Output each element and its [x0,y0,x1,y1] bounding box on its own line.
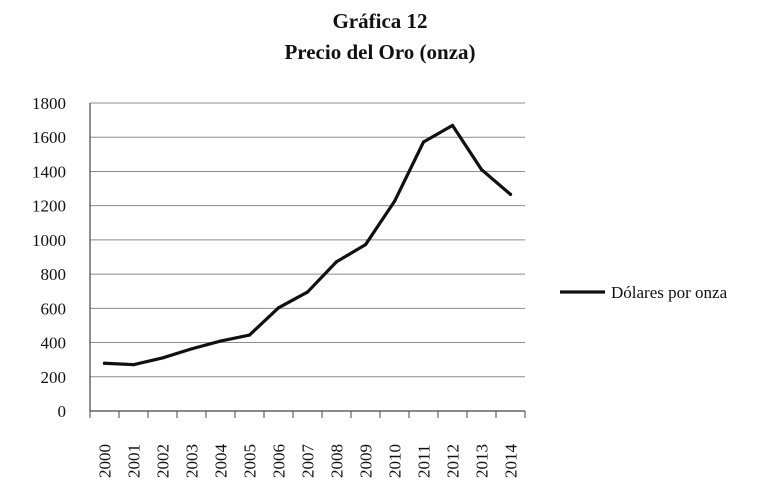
x-tick-label: 2003 [183,444,202,478]
x-tick-label: 2006 [270,444,289,478]
x-tick-label: 2010 [386,444,405,478]
data-point [334,260,339,264]
data-point [363,243,368,247]
x-tick-label: 2002 [154,444,173,478]
y-tick-label: 400 [41,334,67,353]
series-line [102,123,513,367]
data-point [102,361,107,365]
data-point [392,199,397,203]
data-point [276,306,281,310]
y-tick-label: 1400 [32,162,66,181]
y-tick-label: 1200 [32,197,66,216]
y-tick-label: 1800 [32,94,66,113]
x-tick-label: 2009 [357,444,376,478]
data-point [247,333,252,337]
x-tick-label: 2000 [96,444,115,478]
x-tick-label: 2005 [241,444,260,478]
chart-subtitle: Precio del Oro (onza) [284,40,476,64]
data-point [508,192,513,196]
y-tick-label: 800 [41,265,67,284]
data-point [189,347,194,351]
legend-label: Dólares por onza [611,283,728,302]
chart-title: Gráfica 12 [332,9,428,33]
x-tick-label: 2014 [502,444,521,479]
x-tick-label: 2001 [125,444,144,478]
x-tick-label: 2011 [415,445,434,478]
data-point [131,363,136,367]
y-tick-label: 1000 [32,231,66,250]
x-tick-label: 2013 [473,444,492,478]
data-point [160,356,165,360]
y-tick-label: 1600 [32,128,66,147]
x-tick-label: 2008 [328,444,347,478]
data-point [421,140,426,144]
x-tick-label: 2004 [212,444,231,479]
x-tick-label: 2012 [444,444,463,478]
y-tick-label: 200 [41,368,67,387]
data-point [450,123,455,128]
y-tick-label: 0 [58,402,67,421]
data-point [218,339,223,343]
y-tick-label: 600 [41,299,67,318]
data-point [305,290,310,294]
x-tick-label: 2007 [299,444,318,479]
data-point [479,167,484,172]
